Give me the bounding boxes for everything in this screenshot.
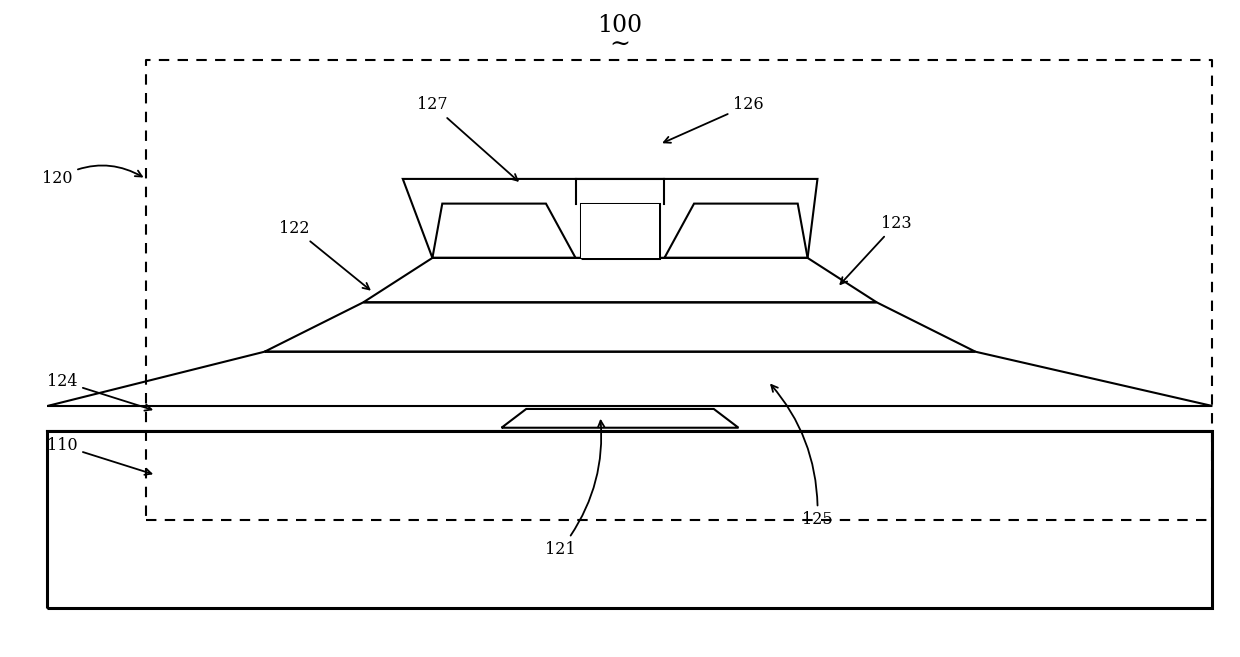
Text: 110: 110 (47, 437, 151, 475)
Polygon shape (580, 204, 660, 258)
Text: 124: 124 (47, 373, 151, 411)
Text: 126: 126 (663, 97, 764, 143)
Text: ∼: ∼ (610, 34, 630, 57)
Text: 125: 125 (771, 385, 833, 528)
Text: 123: 123 (841, 215, 911, 284)
Text: 100: 100 (598, 14, 642, 37)
Text: 122: 122 (279, 220, 370, 290)
Text: 121: 121 (546, 420, 604, 558)
Text: 120: 120 (42, 166, 141, 187)
Text: 127: 127 (417, 97, 517, 181)
